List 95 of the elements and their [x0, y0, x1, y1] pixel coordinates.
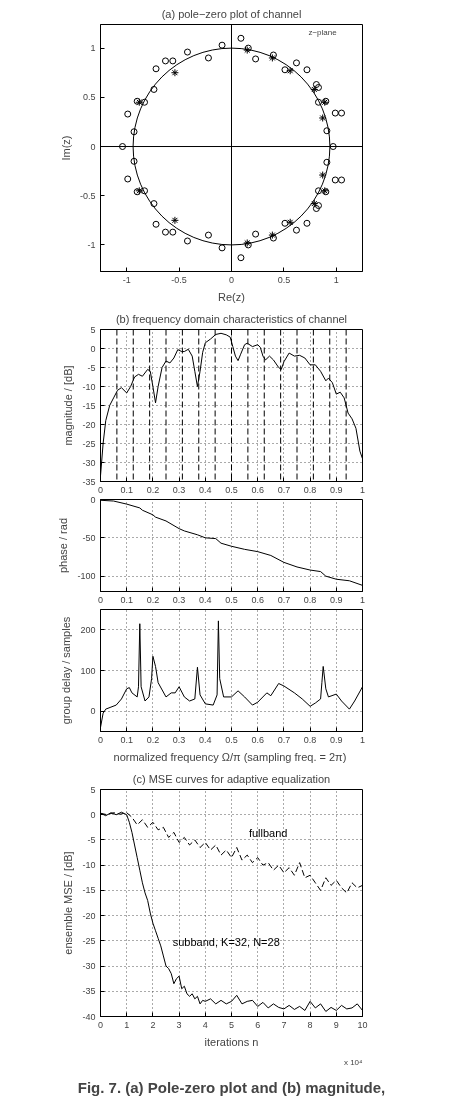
- annotation: z−plane: [308, 27, 338, 37]
- x-tick-label: 9: [333, 1019, 339, 1030]
- x-tick-label: 0.9: [330, 484, 343, 495]
- y-axis-title: phase / rad: [57, 517, 70, 574]
- x-tick-label: 0.6: [251, 734, 264, 745]
- y-axis-title: ensemble MSE / [dB]: [62, 851, 75, 955]
- x-tick-label: 0: [98, 1019, 104, 1030]
- chart-title: (b) frequency domain characteristics of channel: [115, 312, 348, 325]
- x-axis-title: Re(z): [218, 290, 245, 303]
- y-tick-label: -10: [82, 860, 96, 871]
- y-axis-title: Im(z): [59, 135, 72, 161]
- x-tick-label: 2: [150, 1019, 156, 1030]
- x-tick-label: 0.4: [199, 734, 212, 745]
- x-tick-label: 0.5: [277, 274, 291, 285]
- x-tick-label: 0.5: [225, 734, 238, 745]
- x-tick-label: 0.2: [146, 484, 160, 495]
- y-tick-label: 0: [90, 809, 96, 820]
- y-axis-title: magnitude / [dB]: [62, 365, 75, 446]
- y-tick-label: -35: [82, 476, 96, 487]
- y-tick-label: -15: [82, 400, 96, 411]
- x-tick-label: 0.5: [225, 594, 238, 605]
- x-tick-label: 1: [333, 274, 339, 285]
- y-tick-label: -40: [82, 1011, 96, 1022]
- y-tick-label: 0: [90, 494, 96, 505]
- x-tick-label: 3: [176, 1019, 182, 1030]
- x-tick-label: 1: [124, 1019, 130, 1030]
- y-tick-label: 5: [90, 784, 96, 795]
- x-tick-label: 0.8: [303, 594, 317, 605]
- y-tick-label: 0: [90, 706, 96, 717]
- y-tick-label: -30: [82, 961, 96, 972]
- y-tick-label: -35: [82, 986, 96, 997]
- caption: Fig. 7. (a) Pole-zero plot and (b) magnitude,: [77, 1078, 386, 1096]
- y-tick-label: -50: [82, 532, 96, 543]
- y-tick-label: -20: [82, 910, 96, 921]
- y-tick-label: 100: [80, 665, 96, 676]
- x-tick-label: 0.3: [172, 734, 186, 745]
- x-tick-label: 0.1: [120, 734, 133, 745]
- x-tick-label: 0.4: [199, 484, 212, 495]
- x-tick-label: 0.8: [303, 734, 317, 745]
- x-axis-title: normalized frequency Ω/π (sampling freq. = 2π): [113, 750, 347, 763]
- chart-title: (a) pole−zero plot of channel: [161, 7, 302, 20]
- y-tick-label: -15: [82, 885, 96, 896]
- series-label: subband, K=32, N=28: [172, 935, 280, 948]
- x-tick-label: 0.5: [225, 484, 238, 495]
- y-tick-label: -10: [82, 381, 96, 392]
- x-tick-label: 7: [281, 1019, 287, 1030]
- series-label: fullband: [248, 826, 288, 839]
- y-tick-label: -25: [82, 935, 96, 946]
- y-tick-label: -20: [82, 419, 96, 430]
- y-tick-label: -1: [87, 239, 96, 250]
- x-tick-label: 1: [360, 594, 366, 605]
- x-tick-label: -0.5: [171, 274, 187, 285]
- x-axis-title: iterations n: [204, 1035, 259, 1048]
- y-tick-label: 5: [90, 324, 96, 335]
- x-tick-label: 0.6: [251, 594, 264, 605]
- x-tick-label: 0.2: [146, 734, 160, 745]
- x-tick-label: 0.1: [120, 484, 133, 495]
- x-tick-label: 10: [357, 1019, 368, 1030]
- x-tick-label: 1: [360, 734, 366, 745]
- x-tick-label: 0.9: [330, 594, 343, 605]
- x-tick-label: 8: [307, 1019, 313, 1030]
- chart-title: (c) MSE curves for adaptive equalization: [132, 772, 331, 785]
- x-tick-label: -1: [122, 274, 131, 285]
- text: x 10⁴: [343, 1057, 364, 1067]
- x-tick-label: 0: [98, 594, 104, 605]
- y-tick-label: 1: [90, 43, 96, 54]
- x-tick-label: 0.8: [303, 484, 317, 495]
- x-tick-label: 0.3: [172, 484, 186, 495]
- x-tick-label: 0.3: [172, 594, 186, 605]
- x-tick-label: 6: [255, 1019, 261, 1030]
- y-tick-label: 0.5: [82, 92, 96, 103]
- x-tick-label: 5: [229, 1019, 235, 1030]
- x-tick-label: 0: [229, 274, 235, 285]
- y-tick-label: -0.5: [79, 190, 96, 201]
- y-tick-label: -5: [87, 834, 96, 845]
- x-tick-label: 0.7: [277, 594, 291, 605]
- x-tick-label: 0.1: [120, 594, 133, 605]
- x-tick-label: 0.6: [251, 484, 264, 495]
- x-tick-label: 0: [98, 484, 104, 495]
- x-tick-label: 1: [360, 484, 366, 495]
- y-tick-label: -30: [82, 457, 96, 468]
- x-tick-label: 0.7: [277, 734, 291, 745]
- y-tick-label: 0: [90, 343, 96, 354]
- y-tick-label: 0: [90, 141, 96, 152]
- x-tick-label: 4: [202, 1019, 208, 1030]
- y-tick-label: -5: [87, 362, 96, 373]
- x-tick-label: 0: [98, 734, 104, 745]
- x-tick-label: 0.2: [146, 594, 160, 605]
- y-axis-title: group delay / samples: [60, 616, 73, 725]
- y-tick-label: -25: [82, 438, 96, 449]
- x-tick-label: 0.9: [330, 734, 343, 745]
- y-tick-label: 200: [80, 624, 96, 635]
- x-tick-label: 0.4: [199, 594, 212, 605]
- y-tick-label: -100: [77, 571, 96, 582]
- x-tick-label: 0.7: [277, 484, 291, 495]
